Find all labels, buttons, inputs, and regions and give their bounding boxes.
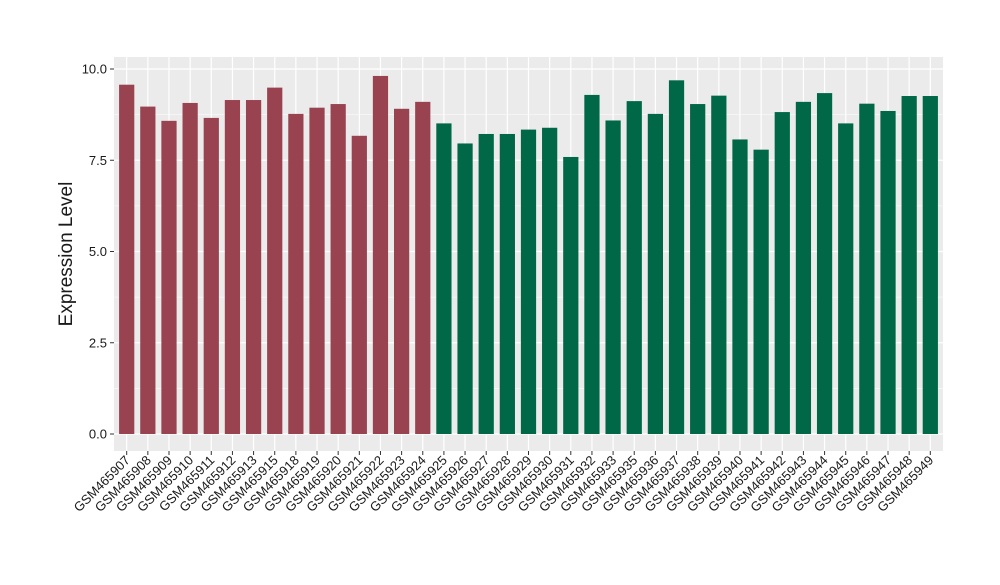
bar — [119, 84, 135, 434]
y-tick-label: 10.0 — [82, 62, 107, 77]
bar — [795, 101, 812, 434]
bar — [436, 123, 452, 434]
bar — [393, 108, 410, 434]
bar — [563, 156, 579, 434]
y-tick-label: 7.5 — [89, 153, 107, 168]
bar — [542, 127, 558, 434]
y-tick-label: 5.0 — [89, 244, 107, 259]
bar — [753, 149, 769, 435]
bar — [838, 123, 854, 434]
y-tick-label: 2.5 — [89, 335, 107, 350]
bar — [161, 120, 177, 434]
bar — [880, 110, 896, 434]
bar — [330, 104, 346, 434]
y-tick-label: 0.0 — [89, 427, 107, 442]
bar — [203, 117, 219, 434]
bar — [859, 103, 875, 435]
x-axis: GSM465907GSM465908GSM465909GSM465910GSM4… — [71, 451, 936, 515]
bar — [520, 129, 537, 434]
bar — [499, 133, 515, 434]
bar — [351, 135, 367, 435]
bar — [457, 143, 473, 434]
bar — [288, 113, 304, 435]
bar — [711, 95, 727, 435]
bar — [267, 87, 283, 435]
bar — [901, 96, 917, 434]
bar — [605, 120, 621, 434]
bar — [309, 107, 325, 434]
bar — [372, 75, 389, 434]
bar — [774, 112, 790, 434]
bar — [690, 104, 706, 434]
bar — [732, 139, 748, 434]
bar — [224, 100, 241, 435]
y-axis: 0.0 2.5 5.0 7.5 10.0 — [82, 62, 114, 442]
bar — [668, 80, 685, 434]
bar — [415, 101, 431, 434]
bar — [647, 113, 664, 435]
bar — [816, 93, 833, 434]
y-axis-title: Expression Level — [56, 182, 77, 327]
bar — [140, 106, 156, 434]
bar — [626, 101, 642, 435]
bar — [182, 102, 198, 434]
bar — [584, 94, 600, 434]
bar — [478, 133, 494, 434]
bars — [119, 75, 938, 435]
bar — [922, 96, 938, 434]
bar — [245, 100, 262, 435]
